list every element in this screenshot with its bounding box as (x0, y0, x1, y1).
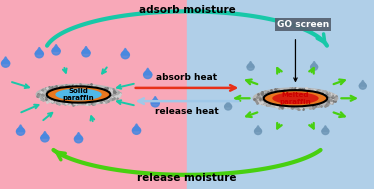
Ellipse shape (35, 50, 43, 58)
Ellipse shape (311, 64, 318, 70)
Ellipse shape (359, 83, 366, 89)
Ellipse shape (41, 134, 49, 142)
Ellipse shape (16, 128, 25, 135)
Polygon shape (41, 131, 49, 138)
Ellipse shape (322, 128, 329, 135)
Text: GO screen: GO screen (277, 20, 329, 29)
Polygon shape (1, 57, 10, 64)
Text: release moisture: release moisture (137, 173, 237, 183)
Text: Melted
paraffin: Melted paraffin (280, 91, 311, 105)
Polygon shape (322, 126, 329, 131)
Polygon shape (35, 47, 43, 54)
Ellipse shape (144, 71, 152, 79)
Polygon shape (52, 44, 60, 51)
Text: absorb heat: absorb heat (156, 73, 218, 82)
Ellipse shape (252, 87, 338, 109)
Polygon shape (225, 101, 232, 107)
Polygon shape (359, 80, 366, 86)
Bar (187, 0, 374, 189)
Polygon shape (255, 126, 261, 131)
Ellipse shape (255, 128, 261, 135)
Ellipse shape (52, 47, 60, 55)
Polygon shape (144, 68, 152, 75)
Ellipse shape (36, 84, 122, 105)
Ellipse shape (82, 49, 90, 57)
Bar (0, 0, 187, 189)
Polygon shape (132, 124, 141, 131)
Text: adsorb moisture: adsorb moisture (139, 5, 235, 15)
Ellipse shape (225, 104, 232, 110)
Polygon shape (151, 96, 159, 103)
Polygon shape (16, 125, 25, 132)
Polygon shape (311, 61, 318, 67)
Ellipse shape (272, 92, 319, 104)
Text: release heat: release heat (155, 107, 219, 116)
Ellipse shape (247, 64, 254, 70)
Ellipse shape (151, 99, 159, 107)
Ellipse shape (264, 90, 327, 106)
Ellipse shape (74, 135, 83, 143)
Ellipse shape (55, 89, 102, 100)
Ellipse shape (121, 51, 129, 59)
Polygon shape (74, 132, 83, 139)
Text: Solid
paraffin: Solid paraffin (63, 88, 94, 101)
Polygon shape (247, 61, 254, 67)
Polygon shape (121, 48, 129, 55)
Ellipse shape (47, 86, 110, 103)
Ellipse shape (132, 127, 141, 134)
Polygon shape (82, 46, 90, 53)
Ellipse shape (1, 60, 10, 67)
